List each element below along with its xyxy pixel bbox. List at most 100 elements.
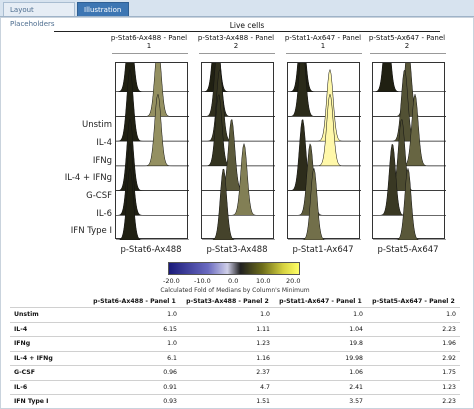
legend-tick-5: 20.0 bbox=[286, 277, 301, 285]
table-cell: 1.0 bbox=[88, 307, 181, 322]
legend-tick-1: -20.0 bbox=[163, 277, 180, 285]
axis-label-3: p-Stat1-Ax647 bbox=[292, 245, 354, 255]
table-cell: 1.0 bbox=[274, 307, 367, 322]
tab-layout-placeholders[interactable]: Layout Placeholders bbox=[3, 2, 75, 28]
table-cell: 6.1 bbox=[88, 350, 181, 366]
table-cell: 1.0 bbox=[181, 307, 274, 322]
histogram-ridge bbox=[288, 143, 361, 216]
row-header: IFN Type I bbox=[10, 394, 88, 409]
table-cell: 1.23 bbox=[367, 379, 460, 395]
table-cell: 19.8 bbox=[274, 336, 367, 351]
column-header: p-Stat1-Ax647 - Panel 1 bbox=[279, 298, 362, 305]
axis-label-1: p-Stat6-Ax488 bbox=[120, 245, 182, 255]
panel-title-underline-4 bbox=[370, 53, 446, 54]
legend-tick-4: 10.0 bbox=[256, 277, 271, 285]
tab-illustration[interactable]: Illustration bbox=[77, 2, 129, 16]
table-corner bbox=[10, 296, 88, 308]
row-label-il4: IL-4 bbox=[96, 138, 112, 148]
histogram-panel-1 bbox=[115, 62, 189, 240]
table-row: IL-4 6.15 1.11 1.04 2.23 bbox=[10, 321, 460, 337]
table-cell: 1.0 bbox=[367, 307, 460, 322]
row-header: IL-6 bbox=[10, 379, 88, 395]
histogram-svg-1 bbox=[116, 63, 189, 240]
row-header: Unstim bbox=[10, 307, 88, 322]
row-header: IL-4 bbox=[10, 321, 88, 337]
histogram-ridge bbox=[373, 93, 446, 167]
table-row: IL-4 + IFNg 6.1 1.16 19.98 2.92 bbox=[10, 350, 460, 366]
histogram-ridge bbox=[116, 167, 189, 240]
table-row: Unstim 1.0 1.0 1.0 1.0 bbox=[10, 307, 460, 322]
table-cell: 1.23 bbox=[181, 336, 274, 351]
panel-title-2: p-Stat3-Ax488 - Panel 2 bbox=[197, 34, 275, 50]
row-label-ifn-type-i: IFN Type I bbox=[70, 226, 112, 236]
panel-title-underline-1 bbox=[112, 53, 188, 54]
column-header: p-Stat6-Ax488 - Panel 1 bbox=[93, 298, 176, 305]
row-label-il4-ifng: IL-4 + IFNg bbox=[64, 173, 112, 183]
legend-tick-2: -10.0 bbox=[194, 277, 211, 285]
table-cell: 19.98 bbox=[274, 350, 367, 366]
table-cell: 2.23 bbox=[367, 321, 460, 337]
histogram-svg-2 bbox=[202, 63, 275, 240]
histogram-ridge bbox=[202, 118, 275, 191]
table-cell: 1.06 bbox=[274, 365, 367, 380]
histogram-panel-2 bbox=[201, 62, 275, 240]
histogram-svg-4 bbox=[373, 63, 446, 240]
row-label-gcsf: G-CSF bbox=[86, 191, 112, 201]
column-header: p-Stat3-Ax488 - Panel 2 bbox=[186, 298, 269, 305]
table-row: G-CSF 0.96 2.37 1.06 1.75 bbox=[10, 365, 460, 380]
column-header: p-Stat5-Ax647 - Panel 2 bbox=[372, 298, 455, 305]
panel-title-1: p-Stat6-Ax488 - Panel 1 bbox=[110, 34, 188, 50]
legend-tick-3: 0.0 bbox=[228, 277, 239, 285]
table-cell: 2.41 bbox=[274, 379, 367, 395]
header-underline bbox=[54, 31, 440, 32]
panel-title-4: p-Stat5-Ax647 - Panel 2 bbox=[368, 34, 446, 50]
table-row: IFN Type I 0.93 1.51 3.57 2.23 bbox=[10, 394, 460, 409]
histogram-ridge bbox=[202, 142, 275, 216]
table-cell: 4.7 bbox=[181, 379, 274, 395]
table-cell: 0.96 bbox=[88, 365, 181, 380]
table-cell: 1.96 bbox=[367, 336, 460, 351]
table-cell: 0.91 bbox=[88, 379, 181, 395]
row-label-ifng: IFNg bbox=[92, 156, 112, 166]
axis-label-2: p-Stat3-Ax488 bbox=[206, 245, 268, 255]
table-cell: 2.23 bbox=[367, 394, 460, 409]
color-scale-bar bbox=[168, 262, 300, 275]
histogram-svg-3 bbox=[288, 63, 361, 240]
panel-title-underline-3 bbox=[286, 53, 362, 54]
table-cell: 1.51 bbox=[181, 394, 274, 409]
histogram-ridge bbox=[373, 69, 446, 142]
histogram-panel-4 bbox=[372, 62, 446, 240]
table-row: IFNg 1.0 1.23 19.8 1.96 bbox=[10, 336, 460, 351]
histogram-ridge bbox=[373, 63, 446, 117]
table-header-row: p-Stat6-Ax488 - Panel 1 p-Stat3-Ax488 - … bbox=[10, 296, 460, 308]
row-header: IFNg bbox=[10, 336, 88, 351]
table-cell: 1.16 bbox=[181, 350, 274, 366]
row-label-il6: IL-6 bbox=[96, 209, 112, 219]
panel-title-underline-2 bbox=[199, 53, 275, 54]
table-cell: 2.92 bbox=[367, 350, 460, 366]
table-cell: 2.37 bbox=[181, 365, 274, 380]
fold-of-medians-table: p-Stat6-Ax488 - Panel 1 p-Stat3-Ax488 - … bbox=[10, 296, 460, 409]
legend-caption: Calculated Fold of Medians by Column's M… bbox=[160, 287, 310, 294]
row-header: G-CSF bbox=[10, 365, 88, 380]
histogram-panel-3 bbox=[287, 62, 361, 240]
histogram-ridge bbox=[202, 93, 275, 167]
table-cell: 1.0 bbox=[88, 336, 181, 351]
histogram-ridge bbox=[116, 118, 189, 191]
histogram-ridge bbox=[202, 63, 275, 92]
histogram-ridge bbox=[288, 119, 361, 191]
header-title: Live cells bbox=[229, 21, 265, 30]
panel-title-3: p-Stat1-Ax647 - Panel 1 bbox=[284, 34, 362, 50]
tab-bar: Layout Placeholders Illustration bbox=[0, 0, 474, 28]
table-cell: 1.11 bbox=[181, 321, 274, 337]
row-label-unstim: Unstim bbox=[81, 120, 112, 130]
table-cell: 1.75 bbox=[367, 365, 460, 380]
axis-label-4: p-Stat5-Ax647 bbox=[377, 245, 439, 255]
histogram-ridge bbox=[373, 167, 446, 240]
histogram-ridge bbox=[288, 167, 361, 240]
row-header: IL-4 + IFNg bbox=[10, 350, 88, 366]
histogram-ridge bbox=[116, 142, 189, 216]
table-cell: 3.57 bbox=[274, 394, 367, 409]
table-row: IL-6 0.91 4.7 2.41 1.23 bbox=[10, 379, 460, 395]
table-cell: 1.04 bbox=[274, 321, 367, 337]
